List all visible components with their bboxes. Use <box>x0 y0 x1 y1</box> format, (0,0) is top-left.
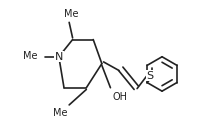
Text: S: S <box>146 71 154 81</box>
Text: OH: OH <box>112 92 127 102</box>
Text: Me: Me <box>53 108 67 118</box>
Text: Me: Me <box>64 9 78 19</box>
Text: Me: Me <box>23 51 37 61</box>
Text: N: N <box>55 52 63 62</box>
